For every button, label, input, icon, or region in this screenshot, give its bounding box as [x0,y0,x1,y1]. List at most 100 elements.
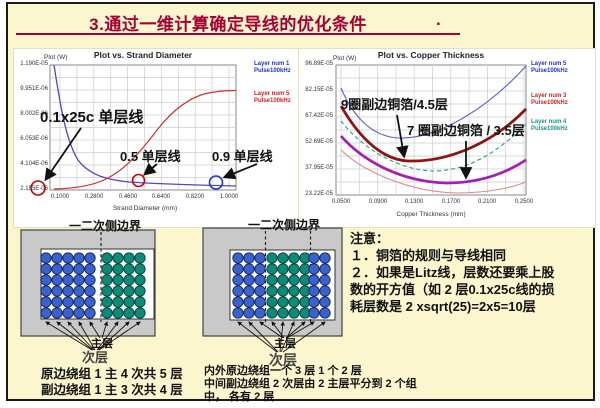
marker-0.1x25c [30,180,46,196]
legend-entry: Layer num 5 Pulse100kHz [531,61,568,75]
legend-series-freq: Pulse100kHz [531,100,568,106]
caption-line: 中间副边绕组 2 次层由 2 主层平分到 2 个组 [204,378,417,390]
x-tick-label: 0.1300 [404,199,424,205]
x-tick-label: 0.6400 [151,194,171,200]
legend-series-name: Layer num 5 [254,91,290,97]
marker-0.5 [131,173,146,188]
legend-series-freq: Pulse100kHz [531,68,568,74]
chart-panel-strand-diameter: Plot (W) Plot vs. Strand Diameter 1.190E… [13,48,299,228]
y-tick-label: 6.053E-06 [20,136,48,142]
annotation-0.1x25c: 0.1x25c 单层线 [40,109,144,126]
legend-entry: Layer num 1 Pulse100kHz [254,61,291,75]
y-tick-label: 23.22E-05 [305,191,333,197]
winding-diagrams [20,227,343,353]
layer-pointer-lines-2 [237,321,326,353]
series-layer-num-5 [340,65,527,139]
y-axis-title: Plot (W) [333,55,357,62]
legend-series-name: Layer num 5 [531,61,567,67]
sub-layer-label-1: 次层 [82,350,109,365]
legend-entry: Layer num 3 Pulse100kHz [531,93,568,107]
primary-inner-turns-2 [232,252,266,319]
slide: 3.通过一维计算确定导线的优化条件 . [6,2,596,404]
x-tick-label: 0.0900 [368,199,388,205]
notes-line: 数的开方值（如 2 层0.1x25c线的损 [350,282,555,297]
y-tick-label: 82.15E-05 [305,87,333,93]
diagram-2-title: 一二次侧边界 [247,218,320,232]
caption-line: 内外原边绕组一个 3 层 1 个 2 层 [204,365,362,377]
x-tick-label: 0.2800 [84,194,104,200]
copper-thickness-chart [335,64,528,196]
y-tick-label: 96.89E-05 [305,61,333,67]
main-layer-label-2: 主层 [274,338,296,350]
notes-heading: 注意： [350,231,390,246]
arrow-to-0.9 [222,163,258,180]
x-tick-label: 1.0000 [219,194,239,200]
x-tick-label: 0.1700 [441,199,461,205]
caption-line: 副边绕组 1 主 3 次共 4 层 [41,383,183,397]
y-tick-label: 9.951E-06 [20,86,48,92]
arrow-to-9-turn-foil [396,114,409,159]
chart-title: Plot vs. Strand Diameter [93,50,193,60]
notes-block: 注意： １．铜箔的规则与导线相同 ２．如果是Litz线，层数还要乘上股 数的开方… [350,230,554,315]
legend-series-freq: Pulse100kHz [254,98,291,104]
strand-diameter-chart [30,64,258,196]
page-title-period: . [436,10,442,29]
diagram-1-caption: 原边绕组 1 主 4 次共 5 层 副边绕组 1 主 3 次共 4 层 [41,366,183,398]
legend-series-name: Layer num 1 [254,61,290,67]
series-layer-num-1 [53,64,237,187]
gridlines [336,65,526,195]
arrow-to-0.1x25c [44,127,82,182]
annotation-0.5: 0.5 单层线 [120,149,181,164]
arrow-to-0.5 [142,162,158,176]
x-axis-title: Copper Thickness (mm) [396,211,466,218]
y-tick-label: 52.69E-05 [305,139,333,145]
y-tick-label: 2.155E-06 [20,186,48,192]
legend-entry: Layer num 4 Pulse100kHz [531,119,568,133]
y-tick-label: 4.104E-06 [20,161,48,167]
legend-series-freq: Pulse100kHz [254,68,291,74]
legend-series-name: Layer num 3 [531,93,567,99]
legend-series-freq: Pulse100kHz [531,126,568,132]
layer-pointer-lines-1 [45,321,141,351]
secondary-turns-1 [101,252,146,319]
series-purple [339,135,527,185]
y-tick-label: 67.42E-05 [305,113,333,119]
caption-line: 中， 各有 2 层 [204,391,275,403]
primary-turns-1 [40,252,96,319]
sub-layer-label-2: 次层 [269,352,297,368]
x-tick-label: 0.2500 [514,199,534,205]
x-axis-title: Strand Diameter (mm) [112,205,178,212]
annotation-9-turn-foil: 9圈副边铜箔/4.5层 [341,97,448,112]
y-tick-label: 1.190E-05 [20,61,48,67]
diagram-1-title: 一二次侧边界 [68,219,141,233]
secondary-turns-2 [266,252,311,319]
main-layer-label-1: 主层 [91,338,113,350]
notes-line: 耗层数是 2 xsqrt(25)=2x5=10层 [350,299,536,314]
title-underline [16,33,460,35]
notes-line: １．铜箔的规则与导线相同 [350,248,507,263]
y-axis-title: Plot (W) [44,54,68,61]
x-tick-label: 0.2100 [477,199,497,205]
x-tick-label: 0.4600 [118,194,138,200]
notes-line: ２．如果是Litz线，层数还要乘上股 [350,265,555,280]
y-tick-label: 8.002E-06 [20,111,48,117]
annotation-0.9: 0.9 单层线 [212,149,273,164]
caption-line: 原边绕组 1 主 4 次共 5 层 [41,367,183,381]
marker-0.9 [208,175,224,190]
series-layer-num-4 [340,120,527,172]
chart-title: Plot vs. Copper Thickness [377,50,485,60]
legend-series-name: Layer num 4 [531,119,567,125]
chart-panel-copper-thickness: Plot (W) Plot vs. Copper Thickness 96.89… [298,48,596,228]
legend-entry: Layer num 5 Pulse100kHz [254,91,291,105]
x-tick-label: 0.1000 [50,194,70,200]
x-tick-label: 0.8200 [185,194,205,200]
x-tick-label: 0.0500 [331,199,351,205]
primary-outer-turns-2 [308,252,331,319]
series-layer-num-3 [339,105,528,163]
page-title: 3.通过一维计算确定导线的优化条件 [89,15,367,34]
diagram-2-caption: 内外原边绕组一个 3 层 1 个 2 层 中间副边绕组 2 次层由 2 主层平分… [204,365,417,404]
series-layer-num-5 [53,89,237,190]
series-pink [340,149,527,194]
annotation-7-turn-foil: 7 圈副边铜箔 / 3.5层 [407,123,525,138]
